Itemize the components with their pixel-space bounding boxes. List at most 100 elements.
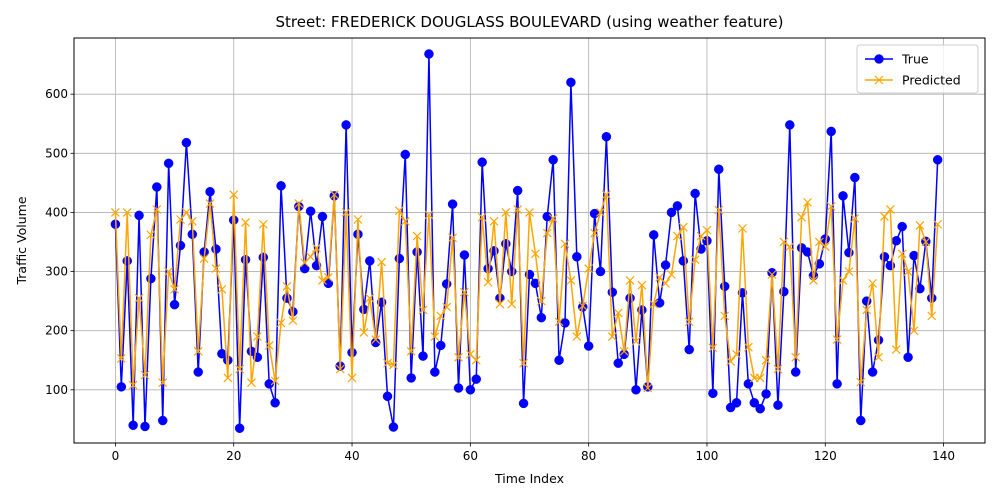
data-point-true bbox=[394, 253, 405, 264]
data-point-predicted bbox=[678, 222, 688, 232]
data-point-true bbox=[122, 256, 132, 266]
data-point-predicted bbox=[436, 311, 446, 321]
data-point-predicted bbox=[181, 207, 191, 217]
data-point-predicted bbox=[110, 207, 120, 217]
data-point-true bbox=[264, 379, 274, 389]
data-point-predicted bbox=[909, 326, 919, 336]
data-point-predicted bbox=[501, 207, 511, 217]
data-point-predicted bbox=[708, 343, 718, 353]
data-point-true bbox=[838, 191, 848, 201]
data-point-predicted bbox=[814, 237, 824, 247]
data-point-predicted bbox=[282, 281, 292, 291]
data-point-predicted bbox=[495, 299, 505, 309]
y-tick-label: 300 bbox=[45, 265, 68, 279]
data-point-true bbox=[388, 422, 399, 432]
data-point-true bbox=[501, 239, 511, 249]
data-point-predicted bbox=[868, 278, 878, 288]
data-point-predicted bbox=[294, 199, 304, 208]
data-point-predicted bbox=[477, 212, 487, 222]
plot-frame bbox=[73, 37, 986, 444]
data-point-predicted bbox=[176, 215, 185, 224]
data-point-predicted bbox=[335, 364, 345, 374]
data-point-predicted bbox=[288, 316, 298, 326]
data-point-predicted bbox=[779, 237, 789, 247]
data-point-predicted bbox=[158, 378, 168, 388]
data-point-predicted bbox=[915, 220, 925, 230]
x-axis-label: Time Index bbox=[494, 471, 564, 486]
data-point-true bbox=[447, 199, 458, 209]
data-point-predicted bbox=[880, 212, 889, 221]
data-point-predicted bbox=[359, 328, 369, 337]
data-point-predicted bbox=[128, 380, 138, 390]
data-point-true bbox=[512, 185, 523, 196]
chart-title: Street: FREDERICK DOUGLASS BOULEVARD (us… bbox=[276, 13, 784, 31]
data-point-predicted bbox=[702, 225, 712, 235]
data-point-true bbox=[240, 254, 251, 265]
data-point-true bbox=[436, 340, 446, 351]
data-point-true bbox=[714, 164, 724, 175]
data-point-true bbox=[140, 421, 150, 432]
data-point-true bbox=[146, 273, 156, 284]
data-point-predicted bbox=[353, 215, 363, 224]
data-point-predicted bbox=[329, 190, 339, 200]
data-point-predicted bbox=[193, 346, 203, 356]
data-point-true bbox=[418, 351, 428, 361]
data-point-true bbox=[625, 293, 635, 303]
data-point-true bbox=[134, 210, 144, 221]
data-point-predicted bbox=[862, 305, 872, 315]
data-point-true bbox=[507, 266, 517, 277]
x-tick-label: 60 bbox=[463, 449, 478, 463]
x-tick-label: 0 bbox=[112, 449, 120, 463]
data-point-true bbox=[234, 423, 245, 433]
data-point-true bbox=[347, 347, 357, 358]
data-point-predicted bbox=[483, 277, 493, 287]
data-point-true bbox=[814, 259, 825, 269]
data-point-true bbox=[483, 263, 493, 274]
data-point-true bbox=[761, 389, 771, 399]
data-point-predicted bbox=[116, 354, 126, 363]
x-tick-label: 120 bbox=[814, 449, 837, 463]
data-point-true bbox=[684, 344, 694, 355]
data-point-true bbox=[749, 398, 760, 408]
data-point-true bbox=[116, 382, 127, 392]
data-point-true bbox=[258, 252, 269, 263]
data-point-true bbox=[903, 352, 913, 363]
data-point-predicted bbox=[146, 230, 156, 240]
data-point-predicted bbox=[489, 216, 499, 226]
data-point-predicted bbox=[406, 346, 416, 356]
data-point-predicted bbox=[803, 197, 812, 207]
data-point-predicted bbox=[844, 267, 854, 276]
data-point-predicted bbox=[820, 242, 830, 252]
data-point-predicted bbox=[637, 280, 647, 290]
series-predicted bbox=[110, 190, 943, 393]
data-point-predicted bbox=[276, 318, 286, 328]
data-point-true bbox=[648, 230, 659, 240]
data-point-predicted bbox=[607, 332, 617, 342]
data-point-true bbox=[867, 367, 878, 377]
data-point-predicted bbox=[454, 352, 463, 362]
data-point-true bbox=[773, 400, 783, 410]
data-point-predicted bbox=[578, 301, 588, 311]
data-point-predicted bbox=[424, 210, 434, 220]
data-point-true bbox=[915, 283, 925, 294]
data-point-predicted bbox=[897, 249, 907, 259]
data-point-true bbox=[613, 358, 623, 368]
data-point-predicted bbox=[318, 275, 327, 285]
data-point-true bbox=[536, 312, 547, 323]
x-tick-label: 140 bbox=[932, 449, 955, 463]
data-point-predicted bbox=[933, 219, 943, 229]
data-point-predicted bbox=[596, 207, 605, 217]
data-point-predicted bbox=[217, 284, 227, 294]
y-tick-label: 600 bbox=[45, 87, 68, 101]
data-point-predicted bbox=[667, 270, 676, 279]
y-tick-label: 500 bbox=[45, 146, 68, 160]
legend-marker-predicted bbox=[874, 75, 884, 85]
data-point-predicted bbox=[767, 270, 777, 279]
data-point-predicted bbox=[460, 287, 469, 297]
data-point-predicted bbox=[223, 373, 233, 383]
data-point-predicted bbox=[389, 360, 398, 370]
data-point-predicted bbox=[471, 355, 481, 365]
legend-box bbox=[856, 44, 979, 94]
data-point-predicted bbox=[732, 349, 741, 359]
